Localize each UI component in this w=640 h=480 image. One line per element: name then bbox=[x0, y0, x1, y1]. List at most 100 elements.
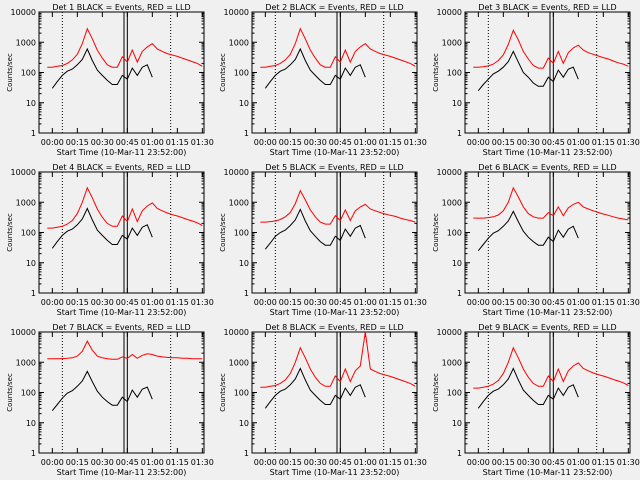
y-axis-label: Counts/sec bbox=[219, 53, 227, 92]
x-tick-label: 01:30 bbox=[191, 298, 214, 307]
y-tick-label: 100 bbox=[234, 69, 249, 78]
x-tick-label: 00:30 bbox=[91, 458, 114, 467]
y-tick-label: 100 bbox=[234, 229, 249, 238]
x-tick-label: 00:30 bbox=[517, 138, 540, 147]
panel-title: Det 4 BLACK = Events, RED = LLD bbox=[52, 163, 190, 172]
x-tick-label: 01:15 bbox=[592, 458, 615, 467]
x-tick-label: 01:15 bbox=[379, 138, 402, 147]
y-tick-label: 100 bbox=[234, 389, 249, 398]
x-tick-label: 00:00 bbox=[467, 458, 490, 467]
x-tick-label: 01:15 bbox=[166, 298, 189, 307]
y-tick-label: 10000 bbox=[11, 168, 36, 177]
x-tick-label: 00:00 bbox=[467, 138, 490, 147]
y-tick-label: 1 bbox=[457, 129, 462, 138]
panel-4: 1 10 100 1000 10000 00:00 00:15 00:30 00:45 01:00… bbox=[6, 163, 214, 317]
x-tick-label: 01:30 bbox=[404, 458, 427, 467]
panel-title: Det 6 BLACK = Events, RED = LLD bbox=[478, 163, 616, 172]
x-tick-label: 01:00 bbox=[141, 458, 164, 467]
y-axis-label: Counts/sec bbox=[219, 213, 227, 252]
plot-frame bbox=[38, 171, 205, 294]
plot-frame bbox=[38, 11, 205, 134]
x-tick-label: 00:45 bbox=[329, 138, 352, 147]
x-tick-label: 01:00 bbox=[354, 458, 377, 467]
x-axis-label: Start Time (10-Mar-11 23:52:00) bbox=[483, 148, 613, 157]
lld-series-line bbox=[473, 346, 629, 389]
x-tick-label: 00:45 bbox=[329, 298, 352, 307]
x-tick-label: 00:45 bbox=[116, 458, 139, 467]
lld-series-line bbox=[473, 186, 629, 221]
x-tick-label: 00:00 bbox=[41, 138, 64, 147]
lld-series-line bbox=[260, 189, 416, 225]
x-tick-label: 01:00 bbox=[354, 298, 377, 307]
x-tick-label: 01:30 bbox=[191, 458, 214, 467]
events-series-line bbox=[477, 50, 579, 92]
y-tick-label: 100 bbox=[21, 389, 36, 398]
x-tick-label: 01:30 bbox=[617, 458, 640, 467]
panel-title: Det 9 BLACK = Events, RED = LLD bbox=[478, 323, 616, 332]
x-tick-label: 00:15 bbox=[492, 138, 515, 147]
x-tick-label: 00:15 bbox=[66, 138, 89, 147]
y-axis-label: Counts/sec bbox=[432, 53, 440, 92]
panel-1: 1 10 100 1000 10000 00:00 00:15 00:30 00:45 01:00… bbox=[6, 3, 214, 157]
y-tick-label: 100 bbox=[21, 229, 36, 238]
x-tick-label: 01:15 bbox=[166, 458, 189, 467]
panel-title: Det 7 BLACK = Events, RED = LLD bbox=[52, 323, 190, 332]
x-tick-label: 01:00 bbox=[141, 298, 164, 307]
events-series-line bbox=[51, 47, 153, 89]
events-series-line bbox=[264, 47, 366, 89]
plot-frame bbox=[251, 171, 418, 294]
x-tick-label: 00:45 bbox=[116, 298, 139, 307]
x-tick-label: 00:15 bbox=[66, 458, 89, 467]
x-tick-label: 00:30 bbox=[517, 298, 540, 307]
x-tick-label: 01:30 bbox=[404, 138, 427, 147]
panel-title: Det 3 BLACK = Events, RED = LLD bbox=[478, 3, 616, 12]
events-series-line bbox=[477, 367, 579, 409]
x-tick-label: 00:45 bbox=[542, 458, 565, 467]
y-tick-label: 1000 bbox=[442, 358, 462, 367]
y-tick-label: 10 bbox=[26, 99, 36, 108]
y-axis-label: Counts/sec bbox=[432, 213, 440, 252]
x-tick-label: 01:15 bbox=[379, 458, 402, 467]
x-axis-label: Start Time (10-Mar-11 23:52:00) bbox=[57, 468, 187, 477]
lld-series-line bbox=[473, 28, 629, 69]
y-axis-label: Counts/sec bbox=[432, 373, 440, 412]
x-axis-label: Start Time (10-Mar-11 23:52:00) bbox=[270, 148, 400, 157]
y-tick-label: 10000 bbox=[224, 8, 249, 17]
x-tick-label: 00:15 bbox=[279, 298, 302, 307]
x-tick-label: 00:30 bbox=[304, 138, 327, 147]
x-tick-label: 01:00 bbox=[567, 138, 590, 147]
x-tick-label: 01:30 bbox=[191, 138, 214, 147]
x-tick-label: 01:15 bbox=[379, 298, 402, 307]
y-tick-label: 1000 bbox=[442, 198, 462, 207]
x-axis-label: Start Time (10-Mar-11 23:52:00) bbox=[270, 468, 400, 477]
x-axis-label: Start Time (10-Mar-11 23:52:00) bbox=[483, 308, 613, 317]
y-tick-label: 1 bbox=[31, 129, 36, 138]
y-tick-label: 10 bbox=[239, 419, 249, 428]
panel-9: 1 10 100 1000 10000 00:00 00:15 00:30 00:45 01:00… bbox=[432, 323, 640, 477]
y-tick-label: 1000 bbox=[229, 198, 249, 207]
panel-6: 1 10 100 1000 10000 00:00 00:15 00:30 00:45 01:00… bbox=[432, 163, 640, 317]
y-tick-label: 10 bbox=[452, 259, 462, 268]
plot-frame bbox=[251, 331, 418, 454]
y-tick-label: 10000 bbox=[224, 328, 249, 337]
lld-series-line bbox=[47, 340, 203, 360]
panel-title: Det 1 BLACK = Events, RED = LLD bbox=[52, 3, 190, 12]
x-tick-label: 01:15 bbox=[166, 138, 189, 147]
y-tick-label: 10 bbox=[452, 99, 462, 108]
y-axis-label: Counts/sec bbox=[6, 213, 14, 252]
x-tick-label: 00:15 bbox=[66, 298, 89, 307]
y-tick-label: 100 bbox=[21, 69, 36, 78]
x-tick-label: 00:00 bbox=[467, 298, 490, 307]
y-tick-label: 1 bbox=[244, 289, 249, 298]
y-tick-label: 10000 bbox=[437, 328, 462, 337]
x-axis-label: Start Time (10-Mar-11 23:52:00) bbox=[57, 148, 187, 157]
x-tick-label: 00:30 bbox=[91, 298, 114, 307]
y-tick-label: 10 bbox=[239, 99, 249, 108]
x-tick-label: 00:00 bbox=[41, 298, 64, 307]
panel-title: Det 5 BLACK = Events, RED = LLD bbox=[265, 163, 403, 172]
y-tick-label: 1000 bbox=[229, 358, 249, 367]
y-tick-label: 100 bbox=[447, 229, 462, 238]
panel-5: 1 10 100 1000 10000 00:00 00:15 00:30 00:45 01:00… bbox=[219, 163, 427, 317]
events-series-line bbox=[264, 208, 366, 250]
